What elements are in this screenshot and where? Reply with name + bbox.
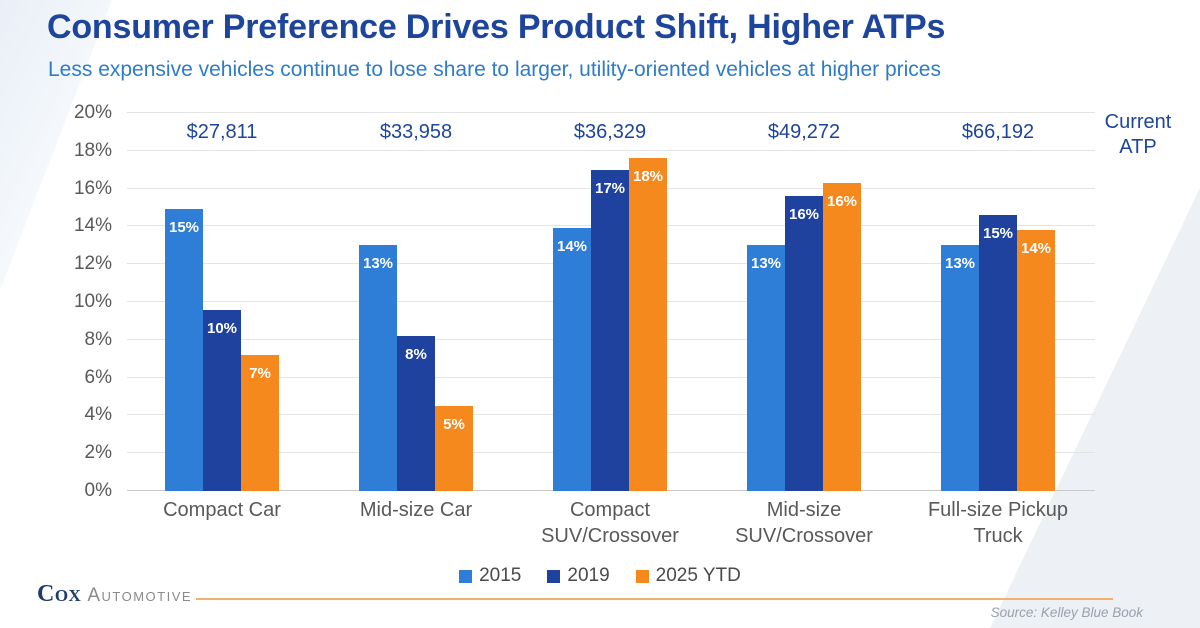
y-tick-20: 20% [73,102,112,123]
y-tick-10: 10% [73,291,112,312]
category-label-2: Mid-size Car [319,497,513,523]
category-label-line: SUV/Crossover [735,525,873,547]
legend-item-2015: 2015 [459,565,521,587]
bar-2015: 14% [553,228,591,491]
bar-2025-ytd: 5% [435,405,473,491]
bar-2015: 13% [941,245,979,491]
atp-label-5: $66,192 [961,121,1035,143]
legend-label: 2025 YTD [655,565,741,586]
legend-swatch [635,569,649,583]
chart-legend: 2015 2019 2025 YTD [0,565,1200,587]
category-label-5: Full-size Pickup Truck [901,497,1095,549]
source-note: Source: Kelley Blue Book [990,605,1143,620]
bar-2025-ytd: 18% [629,158,667,491]
bar-2025-ytd: 14% [1017,230,1055,491]
legend-item-2019: 2019 [547,565,610,587]
bar-group-1: $27,811 15% 10% 7% [125,113,319,491]
gridline-18 [127,149,1095,151]
atp-label-3: $36,329 [573,121,647,143]
bars-1: 15% 10% 7% [165,209,279,491]
bar-value-label: 15% [168,219,200,237]
bar-value-label: 14% [1020,240,1052,258]
y-tick-2: 2% [84,442,112,464]
plot-area: $27,811 15% 10% 7% $33,958 13% 8% 5% $36,329 14% 1… [125,112,1095,491]
category-label-3: Compact SUV/Crossover [513,497,707,549]
bar-group-4: $49,272 13% 16% 16% [707,113,901,491]
bar-value-label: 15% [982,225,1014,243]
atp-label-4: $49,272 [767,121,841,143]
bar-2019: 15% [979,215,1017,491]
bars-3: 14% 17% 18% [553,158,667,491]
current-atp-note: Current ATP [1096,110,1180,160]
bars-4: 13% 16% 16% [747,182,861,491]
bar-value-label: 14% [556,238,588,256]
category-label-line: SUV/Crossover [541,525,679,547]
cox-automotive-logo: Cox Automotive [37,581,192,608]
category-label-4: Mid-size SUV/Crossover [707,497,901,549]
bar-2015: 13% [359,245,397,491]
category-label-line: Mid-size [766,499,842,521]
category-label-line: Full-size Pickup [927,499,1069,521]
bar-2015: 13% [747,245,785,491]
bar-value-label: 8% [405,346,427,364]
y-axis: 0% 2% 4% 6% 8% 10% 12% 14% 16% 18% 20% [40,102,112,501]
bar-2025-ytd: 16% [823,182,861,491]
bar-value-label: 18% [632,168,664,186]
bar-value-label: 13% [750,255,782,273]
legend-swatch [459,569,473,583]
y-tick-12: 12% [73,253,112,275]
atp-label-1: $27,811 [186,121,258,143]
category-label-line: Compact [569,499,651,521]
bar-2019: 10% [203,309,241,491]
bars-2: 13% 8% 5% [359,245,473,491]
y-tick-14: 14% [73,215,112,237]
legend-item-2025-ytd: 2025 YTD [635,565,741,587]
category-label-line: Truck [973,525,1023,547]
bar-2019: 16% [785,196,823,491]
legend-label: 2015 [479,565,522,586]
bar-2025-ytd: 7% [241,354,279,491]
category-label-line: Compact Car [163,499,281,521]
current-atp-line1: Current [1104,111,1172,133]
bar-value-label: 13% [944,255,976,273]
page-subtitle: Less expensive vehicles continue to lose… [48,58,941,81]
bar-2019: 8% [397,336,435,491]
page-title: Consumer Preference Drives Product Shift… [47,8,946,46]
y-tick-4: 4% [84,404,112,426]
bar-value-label: 10% [206,319,238,337]
atp-label-2: $33,958 [379,121,453,143]
footer-divider-line [196,598,1113,600]
bar-group-3: $36,329 14% 17% 18% [513,113,707,491]
y-tick-0: 0% [84,480,112,501]
bar-value-label: 13% [362,255,394,273]
legend-label: 2019 [567,565,610,586]
logo-automotive-text: Automotive [87,585,193,606]
bar-group-5: $66,192 13% 15% 14% [901,113,1095,491]
bar-value-label: 5% [443,415,465,433]
gridline-20 [127,112,1095,113]
y-tick-8: 8% [84,328,112,350]
legend-swatch [547,569,561,583]
y-tick-16: 16% [73,177,112,199]
bars-5: 13% 15% 14% [941,215,1055,491]
category-label-1: Compact Car [125,497,319,523]
category-label-line: Mid-size Car [359,499,473,521]
bar-value-label: 7% [249,364,271,382]
logo-cox-text: Cox [37,581,82,607]
bar-group-2: $33,958 13% 8% 5% [319,113,513,491]
bar-value-label: 16% [826,192,858,210]
y-tick-18: 18% [73,139,112,161]
bar-2019: 17% [591,169,629,491]
current-atp-line2: ATP [1119,136,1157,158]
bar-value-label: 16% [788,206,820,224]
bar-2015: 15% [165,209,203,491]
bar-value-label: 17% [594,179,626,197]
y-tick-6: 6% [84,366,112,388]
